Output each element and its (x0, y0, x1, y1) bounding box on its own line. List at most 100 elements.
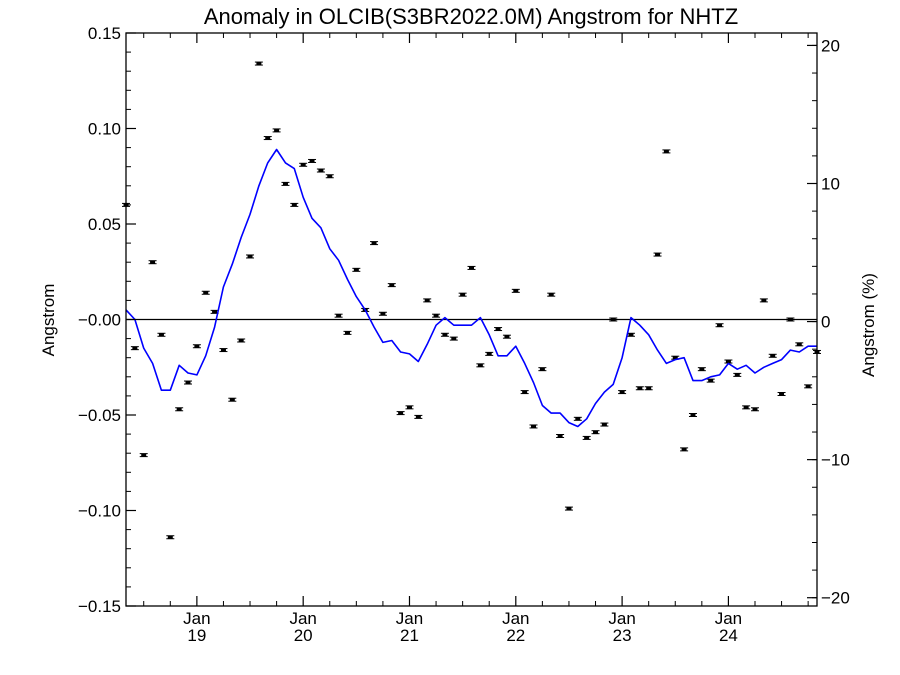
data-point (485, 351, 494, 356)
data-point-marker (752, 407, 758, 411)
data-point (706, 378, 715, 383)
data-point-marker (442, 333, 448, 337)
data-point (378, 311, 387, 316)
data-point-marker (282, 182, 288, 186)
y-axis-label-left: Angstrom (39, 284, 58, 357)
data-point (201, 290, 210, 295)
data-point-marker (406, 405, 412, 409)
data-point-marker (566, 507, 572, 511)
data-point-marker (380, 312, 386, 316)
data-point-marker (761, 298, 767, 302)
data-point (777, 391, 786, 396)
data-point (370, 241, 379, 246)
data-point (618, 390, 627, 395)
data-point-marker (601, 423, 607, 427)
data-point-marker (584, 436, 590, 440)
data-point (564, 506, 573, 511)
data-point-marker (220, 348, 226, 352)
x-tick-label-year: 20 (294, 626, 313, 645)
data-point-marker (141, 453, 147, 457)
data-point-marker (176, 407, 182, 411)
data-point (175, 407, 184, 412)
x-tick-label-year: 23 (613, 626, 632, 645)
data-point (272, 128, 281, 133)
data-point (192, 344, 201, 349)
data-point (750, 407, 759, 412)
y-tick-label-left: 0.15 (88, 24, 121, 43)
data-point-marker (805, 384, 811, 388)
data-point (396, 411, 405, 416)
data-point (458, 292, 467, 297)
data-point (343, 330, 352, 335)
data-point (352, 267, 361, 272)
y-tick-label-right: 10 (821, 174, 840, 193)
data-point-marker (203, 291, 209, 295)
data-point (582, 435, 591, 440)
data-point (299, 162, 308, 167)
data-point-marker (646, 386, 652, 390)
data-point (290, 202, 299, 207)
data-point (680, 447, 689, 452)
data-point (325, 174, 334, 179)
data-point-marker (628, 333, 634, 337)
data-point (511, 288, 520, 293)
data-point-marker (185, 381, 191, 385)
x-tick-label-month: Jan (396, 609, 423, 628)
data-point-marker (460, 293, 466, 297)
data-point (609, 317, 618, 322)
x-tick-label-month: Jan (183, 609, 210, 628)
x-tick-label-month: Jan (608, 609, 635, 628)
data-point-marker (300, 163, 306, 167)
data-point (502, 334, 511, 339)
data-point (157, 332, 166, 337)
x-tick-label-month: Jan (715, 609, 742, 628)
data-point (653, 252, 662, 257)
data-point-marker (167, 535, 173, 539)
series-line (125, 148, 817, 428)
x-tick-label-month: Jan (289, 609, 316, 628)
data-point (449, 336, 458, 341)
data-point (804, 384, 813, 389)
data-point-marker (424, 298, 430, 302)
data-point-marker (557, 434, 563, 438)
data-point-marker (291, 203, 297, 207)
data-point (591, 430, 600, 435)
data-point (494, 327, 503, 332)
data-point (405, 405, 414, 410)
data-point (281, 181, 290, 186)
data-point-marker (779, 392, 785, 396)
data-point (316, 168, 325, 173)
data-point-marker (672, 356, 678, 360)
data-point (556, 434, 565, 439)
x-tick-label-month: Jan (502, 609, 529, 628)
data-point (219, 348, 228, 353)
data-point-marker (353, 268, 359, 272)
data-point (644, 386, 653, 391)
x-tick-label-year: 21 (400, 626, 419, 645)
x-tick-label-year: 24 (719, 626, 738, 645)
data-point (130, 346, 139, 351)
data-point (139, 453, 148, 458)
data-point-marker (717, 323, 723, 327)
data-point-marker (575, 417, 581, 421)
data-point (387, 283, 396, 288)
data-point-marker (238, 339, 244, 343)
data-point (467, 265, 476, 270)
y-tick-label-right: −10 (821, 451, 850, 470)
data-point-marker (265, 136, 271, 140)
data-point-marker (212, 310, 218, 314)
data-point (246, 254, 255, 259)
data-point (184, 380, 193, 385)
data-point-marker (194, 344, 200, 348)
data-point-marker (415, 415, 421, 419)
data-point-marker (787, 318, 793, 321)
data-point (538, 367, 547, 372)
y-tick-label-right: 0 (821, 313, 830, 332)
y-tick-label-left: 0.05 (88, 215, 121, 234)
data-point-marker (743, 405, 749, 409)
data-point (520, 390, 529, 395)
data-point (635, 386, 644, 391)
data-point (742, 405, 751, 410)
data-point (414, 414, 423, 419)
data-point (263, 136, 272, 141)
